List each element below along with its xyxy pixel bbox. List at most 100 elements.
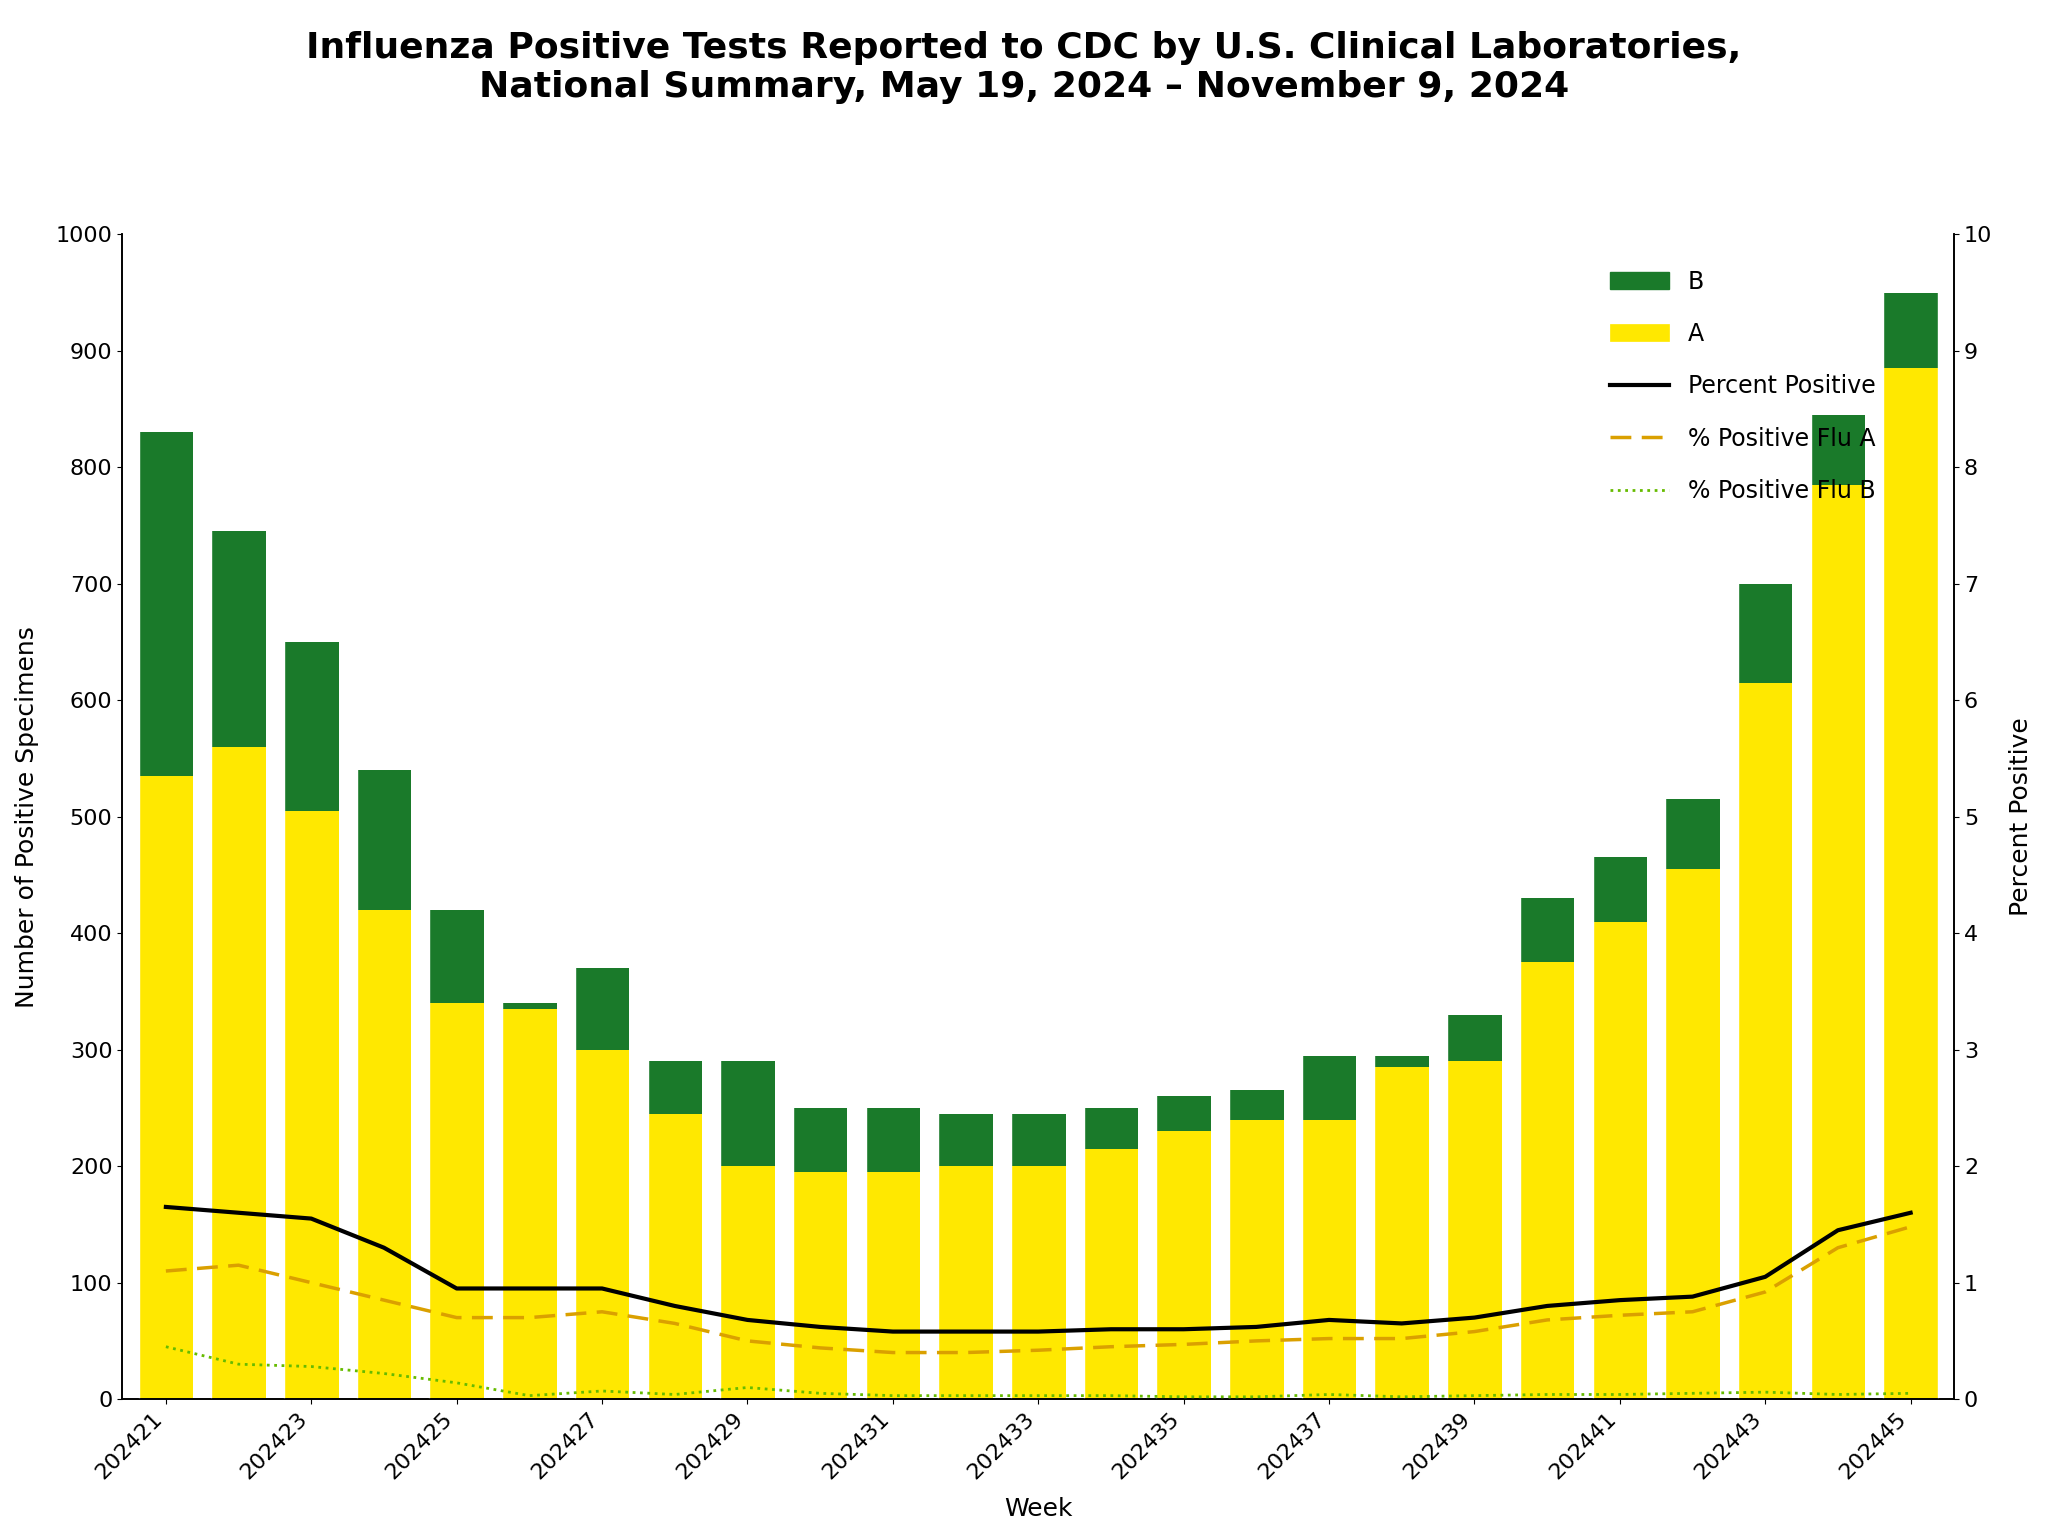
% Positive Flu A [1679,1303,1704,1321]
X-axis label: Week: Week [1004,1498,1073,1521]
Bar [502,1009,557,1399]
Percent Positive [154,1198,178,1217]
% Positive Flu B [1026,1387,1051,1405]
Bar [1157,1097,1210,1130]
Percent Positive [444,1279,469,1298]
Bar [1810,485,1866,1399]
Bar [1739,684,1792,1399]
% Positive Flu A [807,1339,831,1358]
Percent Positive [225,1204,250,1223]
Bar [866,1172,920,1399]
Bar [1374,1055,1430,1068]
% Positive Flu A [881,1344,905,1362]
Bar [1303,1055,1356,1120]
% Positive Flu A [1389,1329,1413,1347]
Percent Positive [1098,1319,1122,1338]
% Positive Flu B [881,1387,905,1405]
Bar [1012,1114,1065,1166]
% Positive Flu A [1026,1341,1051,1359]
% Positive Flu A [1317,1329,1341,1347]
Bar [285,811,338,1399]
Bar [575,1049,629,1399]
% Positive Flu B [516,1387,541,1405]
Percent Positive [1171,1319,1196,1338]
Bar [1739,584,1792,684]
Bar [502,1003,557,1009]
Bar [1229,1091,1284,1120]
% Positive Flu A [371,1290,395,1309]
Bar [1374,1068,1430,1399]
Percent Positive [662,1296,686,1315]
% Positive Flu A [662,1315,686,1333]
Bar [1665,869,1720,1399]
Bar [647,1061,702,1114]
Percent Positive [516,1279,541,1298]
% Positive Flu B [1608,1385,1632,1404]
% Positive Flu A [590,1303,614,1321]
Bar [1448,1015,1501,1061]
Bar [356,770,412,909]
% Positive Flu B [444,1373,469,1392]
Percent Positive [1753,1267,1778,1286]
Bar [1229,1120,1284,1399]
Bar [647,1114,702,1399]
Percent Positive [299,1209,324,1227]
Percent Positive [952,1322,977,1341]
% Positive Flu B [1753,1382,1778,1401]
Y-axis label: Number of Positive Specimens: Number of Positive Specimens [14,625,39,1008]
Bar [721,1166,774,1399]
% Positive Flu A [516,1309,541,1327]
% Positive Flu A [1534,1310,1559,1329]
% Positive Flu B [225,1355,250,1373]
Percent Positive [371,1238,395,1256]
Percent Positive [1462,1309,1487,1327]
Bar [139,776,193,1399]
% Positive Flu B [1317,1385,1341,1404]
% Positive Flu B [662,1385,686,1404]
Bar [1810,415,1866,485]
% Positive Flu B [1171,1387,1196,1405]
% Positive Flu B [952,1387,977,1405]
Y-axis label: Percent Positive: Percent Positive [2009,717,2034,915]
Percent Positive [881,1322,905,1341]
Bar [1083,1149,1139,1399]
Bar [1303,1120,1356,1399]
Text: Influenza Positive Tests Reported to CDC by U.S. Clinical Laboratories,
National: Influenza Positive Tests Reported to CDC… [307,31,1741,104]
Bar [938,1114,993,1166]
Percent Positive [1317,1310,1341,1329]
Bar [1157,1130,1210,1399]
Percent Positive [1026,1322,1051,1341]
Bar [575,968,629,1049]
% Positive Flu B [1825,1385,1849,1404]
Bar [1884,292,1937,369]
Bar [793,1172,848,1399]
Percent Positive [1243,1318,1268,1336]
Bar [866,1107,920,1172]
Bar [285,642,338,811]
Line: % Positive Flu B: % Positive Flu B [166,1347,1911,1396]
% Positive Flu A [1243,1332,1268,1350]
% Positive Flu A [1462,1322,1487,1341]
% Positive Flu B [154,1338,178,1356]
Bar [139,432,193,776]
% Positive Flu B [1679,1384,1704,1402]
% Positive Flu B [590,1382,614,1401]
% Positive Flu A [299,1273,324,1292]
Bar [1884,369,1937,1399]
Bar [1520,963,1575,1399]
Bar [1593,857,1647,922]
Line: % Positive Flu A: % Positive Flu A [166,1227,1911,1353]
% Positive Flu A [1171,1335,1196,1353]
% Positive Flu B [1462,1387,1487,1405]
Bar [211,746,266,1399]
Bar [1520,899,1575,963]
Bar [211,531,266,746]
Bar [430,909,483,1003]
Percent Positive [807,1318,831,1336]
% Positive Flu A [1825,1238,1849,1256]
% Positive Flu B [1243,1387,1268,1405]
Bar [430,1003,483,1399]
% Positive Flu A [154,1261,178,1279]
Bar [721,1061,774,1166]
% Positive Flu B [735,1378,760,1396]
